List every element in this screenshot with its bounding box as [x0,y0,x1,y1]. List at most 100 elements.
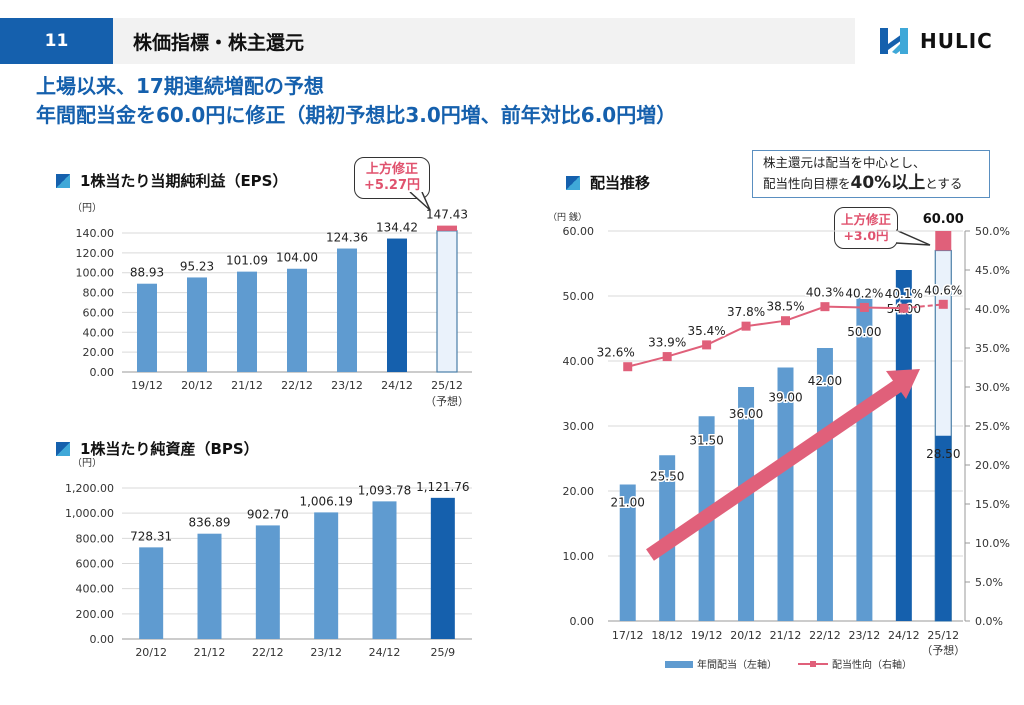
section-marker-icon [56,173,70,188]
y-tick-label: 800.00 [76,532,115,545]
payout-ratio-marker [741,321,751,331]
payout-ratio-label: 40.3% [806,286,844,300]
right-y-tick-label: 25.0% [975,420,1010,433]
right-y-tick-label: 35.0% [975,342,1010,355]
x-tick-label: 23/12 [331,379,363,392]
policy-text-bold: 40%以上 [850,173,926,193]
x-tick-label: 25/12 [927,629,959,642]
left-y-tick-label: 10.00 [563,550,595,563]
y-axis-unit: （円 銭） [548,211,587,223]
payout-ratio-label: 40.1% [885,287,923,301]
legend-label: 年間配当（左軸） [697,658,777,671]
y-axis-unit: （円） [72,202,102,214]
bar-value-label: 728.31 [130,529,172,543]
x-tick-label: 17/12 [612,629,644,642]
right-y-tick-label: 5.0% [975,576,1003,589]
x-tick-label: 18/12 [651,629,683,642]
dividend-callout-line-2: +3.0円 [843,228,889,243]
x-tick-label: 25/12 [431,379,463,392]
growth-arrow-head [886,369,920,399]
right-y-tick-label: 30.0% [975,381,1010,394]
bar [197,533,222,639]
payout-ratio-marker [623,362,633,372]
payout-ratio-label: 37.8% [727,305,765,319]
x-tick-label: 21/12 [770,629,802,642]
bar [255,525,280,639]
y-tick-label: 100.00 [76,267,115,280]
dividend-callout-line-1: 上方修正 [841,212,892,227]
bar [372,501,397,639]
payout-ratio-label: 40.2% [845,286,883,300]
x-tick-label: 20/12 [730,629,762,642]
bar [816,348,833,621]
x-tick-label: 23/12 [310,646,342,659]
page-title: 株価指標・株主還元 [113,18,855,64]
x-tick-label: 22/12 [252,646,284,659]
interim-dividend-bar [935,435,952,621]
y-tick-label: 400.00 [76,583,115,596]
payout-ratio-forecast-line [903,303,944,310]
bar-value-label: 95.23 [180,259,214,273]
headline-line-2: 年間配当金を60.0円に修正（期初予想比3.0円増、前年対比6.0円増） [36,103,677,127]
right-y-tick-label: 45.0% [975,264,1010,277]
bar [314,512,339,639]
bar [430,497,455,639]
y-tick-label: 1,200.00 [65,482,114,495]
payout-ratio-label: 32.6% [597,346,635,360]
payout-ratio-marker [938,299,948,309]
x-tick-label: 23/12 [849,629,881,642]
y-tick-label: 140.00 [76,227,115,240]
payout-ratio-label: 38.5% [766,300,804,314]
x-tick-label: 20/12 [181,379,213,392]
section-marker-icon [56,441,70,456]
payout-policy-box: 株主還元は配当を中心とし、 配当性向目標を40%以上とする [752,150,990,198]
y-tick-label: 1,000.00 [65,507,114,520]
revision-bar-segment [437,225,457,231]
forecast-bar [436,230,458,373]
policy-text-pre: 配当性向目標を [763,176,851,191]
payout-ratio-label: 33.9% [648,336,686,350]
y-tick-label: 0.00 [90,633,115,646]
bar-value-label: 124.36 [326,231,368,245]
eps-callout-line-2: +5.27円 [364,178,420,193]
eps-callout-tail [409,192,431,211]
bar-value-label: 1,093.78 [358,483,411,497]
dividend-section-title: 配当推移 [566,172,650,193]
x-tick-sublabel: （予想） [425,394,469,408]
bar-value-label: 1,121.76 [416,480,469,494]
bar-value-label: 39.00 [768,391,802,405]
left-y-tick-label: 0.00 [570,615,595,628]
policy-line-1: 株主還元は配当を中心とし、 [763,155,926,170]
bar-value-label: 50.00 [847,325,881,339]
bar [738,387,755,621]
eps-callout-line-1: 上方修正 [365,162,418,177]
growth-arrow-shaft [646,377,906,561]
x-tick-label: 19/12 [691,629,723,642]
x-tick-label: 22/12 [809,629,841,642]
bar-value-label: 31.50 [689,433,723,447]
x-tick-sublabel: （予想） [921,643,965,657]
bar-value-label: 902.70 [247,507,289,521]
right-y-tick-label: 0.0% [975,615,1003,628]
payout-ratio-label: 35.4% [688,324,726,338]
bar-value-label: 134.42 [376,221,418,235]
payout-ratio-marker [702,340,712,350]
y-tick-label: 600.00 [76,558,115,571]
left-y-tick-label: 60.00 [563,225,595,238]
x-tick-label: 24/12 [381,379,413,392]
right-y-tick-label: 50.0% [975,225,1010,238]
bar [237,271,257,372]
eps-chart: （円） 0.00 20.00 40.00 60.00 80.00 100.00 120.00 1… [72,202,472,408]
y-tick-label: 200.00 [76,608,115,621]
right-y-tick-label: 10.0% [975,537,1010,550]
bar [777,367,794,621]
dividend-chart: （円 銭） 0.00 10.00 20.00 30.00 40.00 50.00 60.00 0… [548,211,1010,671]
eps-section-title: 1株当たり当期純利益（EPS） [56,170,287,191]
section-marker-icon [566,175,580,190]
bps-section-title: 1株当たり純資産（BPS） [56,438,259,459]
revision-bar-segment [935,231,952,251]
bar-value-label: 101.09 [226,254,268,268]
bar-value-label: 147.43 [426,208,468,222]
bar-value-label: 104.00 [276,251,318,265]
y-tick-label: 120.00 [76,247,115,260]
